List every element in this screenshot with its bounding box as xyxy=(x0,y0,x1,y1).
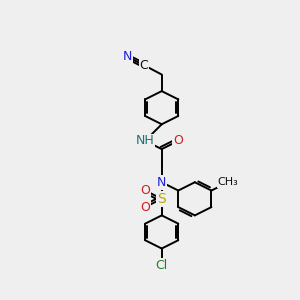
Text: NH: NH xyxy=(136,134,154,147)
Text: C: C xyxy=(140,59,148,72)
Text: O: O xyxy=(140,184,150,197)
Text: O: O xyxy=(140,201,150,214)
Text: N: N xyxy=(157,176,166,189)
Text: CH₃: CH₃ xyxy=(218,177,239,187)
Text: N: N xyxy=(123,50,132,63)
Text: S: S xyxy=(157,192,166,206)
Text: Cl: Cl xyxy=(156,259,168,272)
Text: O: O xyxy=(173,134,183,147)
